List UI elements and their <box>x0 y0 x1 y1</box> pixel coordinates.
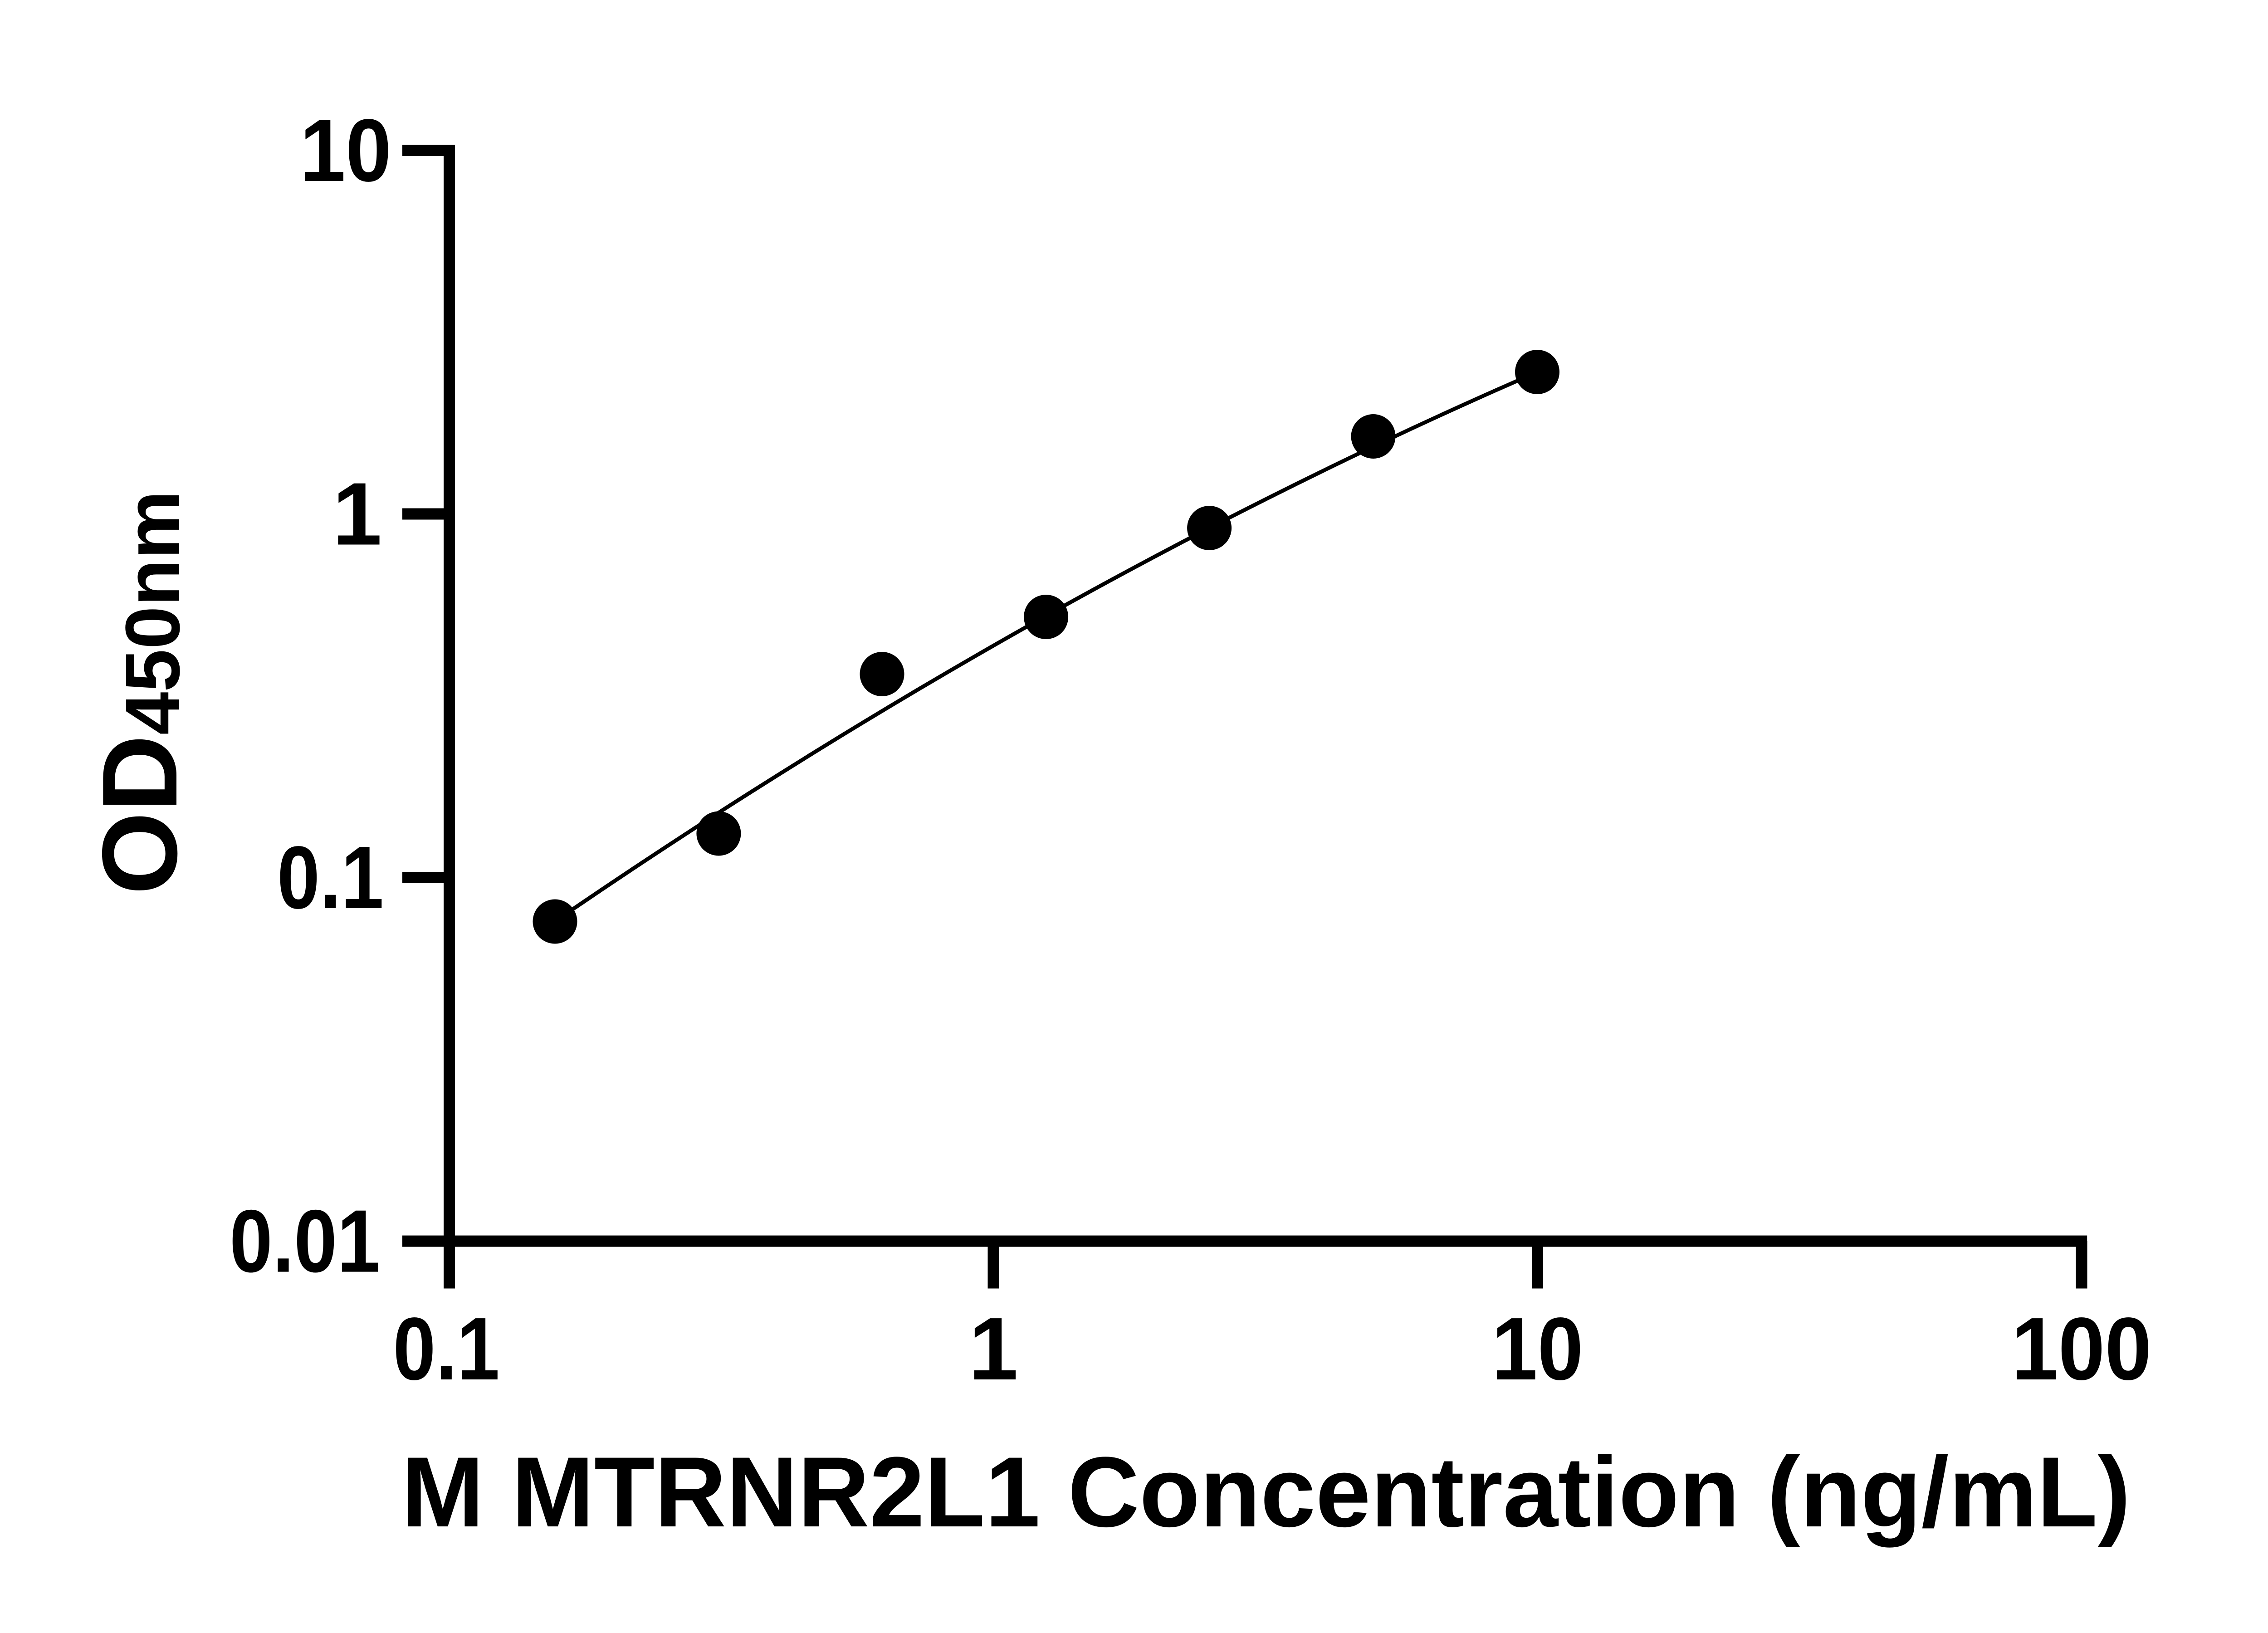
svg-text:M MTRNR2L1 Concentration (ng/m: M MTRNR2L1 Concentration (ng/mL) <box>401 1436 2131 1548</box>
svg-text:10: 10 <box>1492 1299 1584 1398</box>
svg-text:0.1: 0.1 <box>277 828 384 927</box>
svg-text:100: 100 <box>2012 1299 2152 1398</box>
svg-text:1: 1 <box>968 1299 1018 1398</box>
svg-text:0.1: 0.1 <box>393 1299 500 1398</box>
svg-text:0.01: 0.01 <box>230 1192 380 1291</box>
svg-text:1: 1 <box>332 464 382 564</box>
svg-text:10: 10 <box>300 101 391 200</box>
